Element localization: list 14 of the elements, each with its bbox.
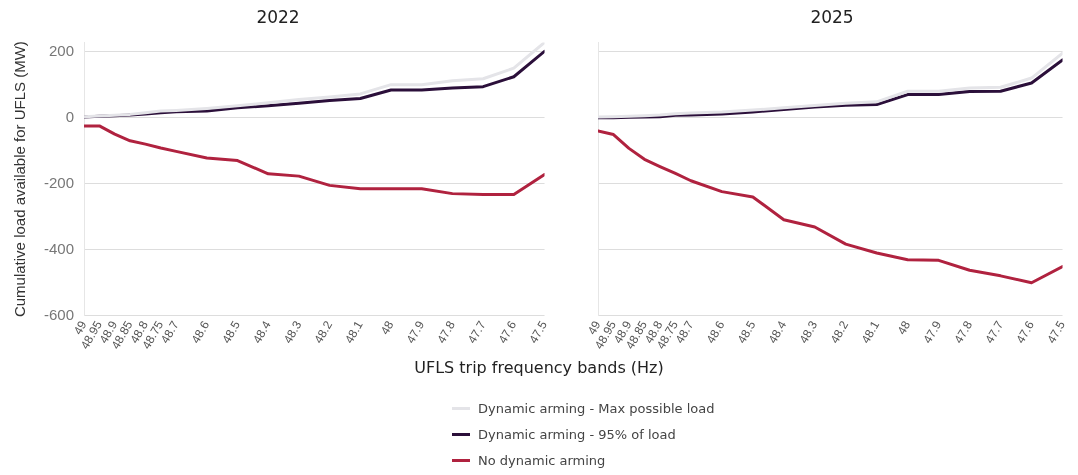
legend-label: No dynamic arming [478,452,606,468]
y-tick-label: -400 [43,239,75,257]
x-tick-label: 48 [894,318,914,338]
y-tick-label: -600 [43,305,75,323]
chart-title: 2022 [256,6,300,27]
legend-label: Dynamic arming - Max possible load [478,400,715,416]
x-tick-label: 48 [377,318,397,338]
y-tick-label: -200 [43,173,75,191]
y-axis-title: Cumulative load available for UFLS (MW) [11,41,29,318]
y-tick-label: 0 [65,107,75,125]
y-tick-label: 200 [48,41,75,59]
chart-title: 2025 [810,6,854,27]
x-axis-title: UFLS trip frequency bands (Hz) [413,358,665,377]
legend-label: Dynamic arming - 95% of load [478,426,676,442]
